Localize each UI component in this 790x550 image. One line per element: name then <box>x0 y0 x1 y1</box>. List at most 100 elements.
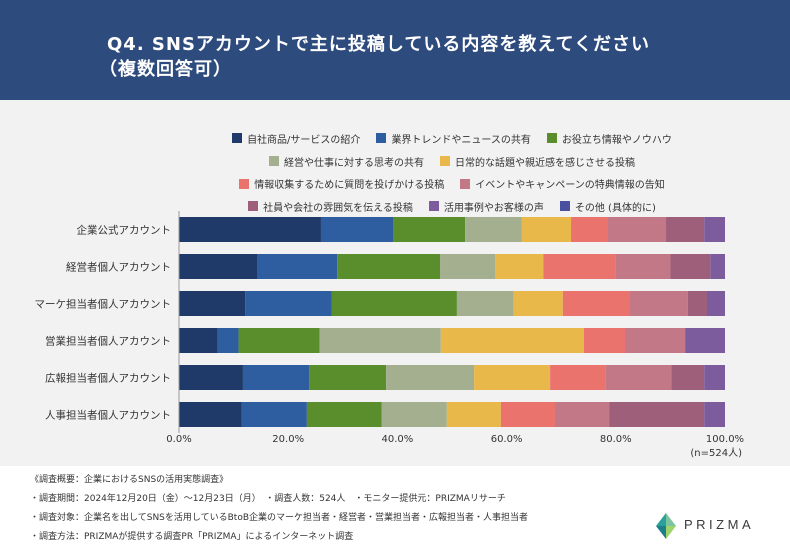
bar-segment <box>583 328 625 353</box>
bar-segment <box>306 402 382 427</box>
legend-item: その他 (具体的に) <box>559 199 656 214</box>
category-label: 人事担当者個人アカウント <box>45 408 171 421</box>
logo-facet-icon <box>666 513 676 526</box>
bar-segment <box>666 217 705 242</box>
logo-facet-icon <box>666 526 676 539</box>
survey-method-line: ・調査方法：PRIZMAが提供する調査PR「PRIZMA」によるインターネット調… <box>30 532 354 542</box>
bar <box>179 217 725 242</box>
bar-segment <box>337 254 441 279</box>
bar-segment <box>320 217 394 242</box>
legend-label: 自社商品/サービスの紹介 <box>247 134 361 146</box>
category-label: 広報担当者個人アカウント <box>45 371 171 384</box>
stacked-bar-chart: 企業公式アカウント経営者個人アカウントマーケ担当者個人アカウント営業担当者個人ア… <box>35 211 744 459</box>
bar-segment <box>386 365 475 390</box>
bar-segment <box>465 217 522 242</box>
legend-label: 活用事例やお客様の声 <box>443 202 544 214</box>
bar-segment <box>513 291 563 316</box>
bar-segment <box>381 402 447 427</box>
category-label: 経営者個人アカウント <box>66 260 171 273</box>
bar-segment <box>257 254 338 279</box>
x-tick-label: 40.0% <box>382 434 414 445</box>
category-label: 企業公式アカウント <box>77 223 172 236</box>
bar-segment <box>521 217 572 242</box>
legend-item: 社員や会社の雰囲気を伝える投稿 <box>248 199 413 214</box>
legend-item: 自社商品/サービスの紹介 <box>232 131 360 146</box>
bar-segment <box>440 254 496 279</box>
legend-label: 社員や会社の雰囲気を伝える投稿 <box>263 202 413 214</box>
bar-segment <box>543 254 616 279</box>
legend-swatch <box>239 178 250 189</box>
legend-swatch <box>559 201 570 212</box>
legend-swatch <box>376 133 387 144</box>
survey-target-line: ・調査対象：企業名を出してSNSを活用しているBtoB企業のマーケ担当者・経営者… <box>30 513 529 523</box>
legend-label: イベントやキャンペーンの特典情報の告知 <box>475 180 665 192</box>
bar-segment <box>309 365 387 390</box>
bar <box>179 365 725 390</box>
bar <box>179 254 725 279</box>
legend-row: 自社商品/サービスの紹介 業界トレンドやニュースの共有 お役立ち情報やノウハウ <box>179 127 725 150</box>
page-subtitle: （複数回答可） <box>99 59 232 80</box>
bar-segment <box>685 328 725 353</box>
bar-segment <box>555 402 610 427</box>
legend-row: 情報収集するために質問を投げかける投稿 イベントやキャンペーンの特典情報の告知 <box>179 172 725 195</box>
legend-swatch <box>428 201 439 212</box>
survey-summary-title: 《調査概要：企業におけるSNSの活用実態調査》 <box>30 475 229 485</box>
bar-segment <box>238 328 320 353</box>
logo-facet-icon <box>656 526 666 539</box>
bar-segment <box>550 365 606 390</box>
survey-summary: 《調査概要：企業におけるSNSの活用実態調査》 ・調査期間：2024年12月20… <box>30 471 650 547</box>
bar-segment <box>179 365 243 390</box>
bar-segment <box>670 254 711 279</box>
sample-size-note: (n=524人) <box>690 447 742 459</box>
bar-segment <box>710 254 725 279</box>
legend-item: お役立ち情報やノウハウ <box>546 131 672 146</box>
category-label: マーケ担当者個人アカウント <box>35 297 172 310</box>
bar-segment <box>704 217 725 242</box>
logo-facet-icon <box>656 513 666 526</box>
survey-period-line: ・調査期間：2024年12月20日（金）～12月23日（月） ・調査人数：524… <box>30 494 506 504</box>
bar-segment <box>624 328 686 353</box>
x-tick-label: 60.0% <box>491 434 523 445</box>
legend-label: 経営や仕事に対する思考の共有 <box>284 157 424 169</box>
bar-segment <box>319 328 441 353</box>
bar <box>179 402 725 427</box>
category-label: 営業担当者個人アカウント <box>45 334 171 347</box>
bar-segment <box>671 365 705 390</box>
bar-segment <box>474 365 551 390</box>
bar-segment <box>179 328 218 353</box>
bar <box>179 328 725 353</box>
bar-segment <box>562 291 630 316</box>
bar <box>179 291 725 316</box>
legend-item: 活用事例やお客様の声 <box>428 199 544 214</box>
chart-panel: 企業公式アカウント経営者個人アカウントマーケ担当者個人アカウント営業担当者個人ア… <box>0 100 790 466</box>
bar-segment <box>609 402 705 427</box>
bar-segment <box>179 217 321 242</box>
prizma-logo-icon <box>656 513 676 539</box>
bar-segment <box>179 254 257 279</box>
legend-item: 日常的な話題や親近感を感じさせる投稿 <box>440 154 635 169</box>
bar-segment <box>456 291 514 316</box>
legend-swatch <box>248 201 259 212</box>
x-tick-label: 80.0% <box>600 434 632 445</box>
bar-segment <box>605 365 672 390</box>
legend-label: お役立ち情報やノウハウ <box>561 134 672 146</box>
bar-segment <box>331 291 457 316</box>
x-tick-label: 100.0% <box>706 434 744 445</box>
legend-row: 経営や仕事に対する思考の共有 日常的な話題や親近感を感じさせる投稿 <box>179 150 725 173</box>
bar-segment <box>393 217 466 242</box>
legend-swatch <box>440 156 450 167</box>
bar-segment <box>217 328 239 353</box>
legend-swatch <box>460 178 471 189</box>
bar-segment <box>571 217 608 242</box>
legend-label: 日常的な話題や親近感を感じさせる投稿 <box>455 157 635 169</box>
bar-segment <box>615 254 671 279</box>
brand-name: PRIZMA <box>684 517 755 532</box>
legend-swatch <box>546 133 557 144</box>
bar-segment <box>179 402 242 427</box>
chart-legend: 自社商品/サービスの紹介 業界トレンドやニュースの共有 お役立ち情報やノウハウ 経営や… <box>179 127 725 218</box>
legend-label: 情報収集するために質問を投げかける投稿 <box>254 180 445 192</box>
bar-segment <box>446 402 501 427</box>
bar-segment <box>704 402 725 427</box>
bar-segment <box>495 254 544 279</box>
bar-segment <box>440 328 584 353</box>
